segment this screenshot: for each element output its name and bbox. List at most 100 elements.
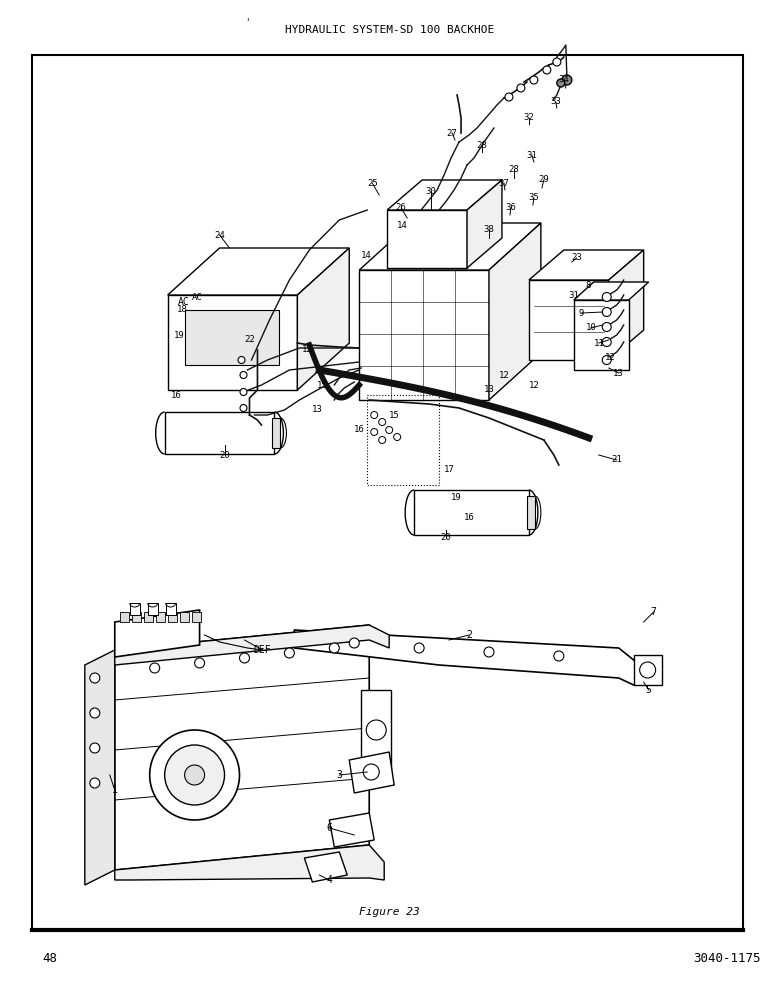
Circle shape (90, 743, 100, 753)
Polygon shape (168, 248, 349, 295)
Polygon shape (608, 250, 643, 360)
Text: 19: 19 (451, 493, 462, 502)
Text: 36: 36 (505, 204, 516, 213)
Circle shape (602, 292, 612, 302)
Circle shape (90, 708, 100, 718)
Circle shape (379, 436, 385, 444)
Circle shape (90, 778, 100, 788)
Bar (633, 655, 661, 685)
Text: 13: 13 (484, 385, 495, 394)
Text: 12: 12 (498, 370, 509, 379)
Circle shape (602, 322, 612, 332)
Text: 5: 5 (646, 685, 651, 695)
Circle shape (562, 75, 572, 85)
Polygon shape (115, 845, 385, 880)
Text: 31: 31 (526, 150, 537, 159)
Circle shape (530, 76, 538, 84)
Text: 1: 1 (112, 785, 118, 795)
Circle shape (329, 643, 339, 653)
Circle shape (239, 653, 250, 663)
Polygon shape (387, 180, 502, 210)
Text: 24: 24 (215, 231, 225, 239)
Text: 33: 33 (551, 98, 562, 106)
Text: 14: 14 (397, 221, 407, 230)
Circle shape (517, 84, 525, 92)
Polygon shape (529, 250, 644, 280)
Text: 32: 32 (523, 113, 534, 122)
Text: 31: 31 (569, 290, 580, 300)
Text: 30: 30 (426, 188, 437, 196)
Bar (272, 418, 281, 448)
Bar (179, 612, 189, 622)
Circle shape (150, 730, 239, 820)
Text: ': ' (246, 17, 249, 27)
Circle shape (185, 765, 204, 785)
Text: 15: 15 (317, 380, 328, 389)
Circle shape (367, 720, 386, 740)
Circle shape (640, 662, 656, 678)
Text: 6: 6 (326, 823, 332, 833)
Text: 14: 14 (361, 250, 371, 259)
Text: 35: 35 (529, 194, 539, 202)
Circle shape (385, 426, 392, 434)
Text: 27: 27 (447, 128, 457, 137)
Polygon shape (467, 180, 502, 268)
Text: 12: 12 (529, 380, 539, 389)
Text: 20: 20 (441, 534, 452, 542)
Text: 22: 22 (244, 336, 255, 344)
Circle shape (602, 308, 612, 316)
Text: 16: 16 (354, 426, 364, 434)
Circle shape (150, 663, 160, 673)
Text: 29: 29 (538, 176, 549, 184)
Text: 16: 16 (172, 390, 182, 399)
Bar (168, 612, 176, 622)
Text: 9: 9 (578, 308, 583, 318)
Bar (414, 490, 529, 535)
Bar (367, 395, 439, 485)
Text: 37: 37 (498, 178, 509, 188)
Text: 15: 15 (388, 410, 399, 420)
Circle shape (240, 404, 247, 412)
Text: 48: 48 (42, 952, 57, 964)
Circle shape (370, 412, 378, 418)
Circle shape (484, 647, 494, 657)
Text: Figure 23: Figure 23 (359, 907, 420, 917)
Circle shape (379, 418, 385, 426)
Text: HYDRAULIC SYSTEM-SD 100 BACKHOE: HYDRAULIC SYSTEM-SD 100 BACKHOE (285, 25, 494, 35)
Text: DEF: DEF (254, 645, 271, 655)
Circle shape (394, 434, 401, 440)
Circle shape (557, 79, 565, 87)
Polygon shape (297, 248, 349, 390)
Text: 13: 13 (613, 368, 624, 377)
Polygon shape (115, 625, 369, 870)
Text: 3: 3 (336, 770, 342, 780)
Bar (120, 612, 129, 622)
Bar (147, 603, 158, 615)
Circle shape (370, 428, 378, 436)
Circle shape (602, 356, 612, 364)
Text: 3040-1175: 3040-1175 (693, 952, 761, 964)
Text: 38: 38 (484, 226, 495, 234)
Text: 13: 13 (312, 406, 323, 414)
Circle shape (240, 388, 247, 395)
Text: 20: 20 (219, 450, 230, 460)
Text: AC: AC (178, 297, 190, 307)
Polygon shape (529, 280, 608, 360)
Polygon shape (294, 630, 644, 685)
Bar (165, 412, 275, 454)
Circle shape (240, 371, 247, 378)
Bar (165, 603, 176, 615)
Text: 10: 10 (586, 324, 596, 332)
Bar (144, 612, 153, 622)
Text: 7: 7 (651, 607, 657, 617)
Polygon shape (360, 223, 541, 270)
Text: 28: 28 (509, 165, 519, 174)
Polygon shape (489, 223, 541, 400)
Bar (361, 690, 392, 770)
Bar (192, 612, 200, 622)
Bar (129, 603, 140, 615)
Text: 11: 11 (594, 338, 604, 348)
Text: 23: 23 (572, 253, 582, 262)
Text: 34: 34 (558, 76, 569, 85)
Text: 28: 28 (477, 140, 488, 149)
